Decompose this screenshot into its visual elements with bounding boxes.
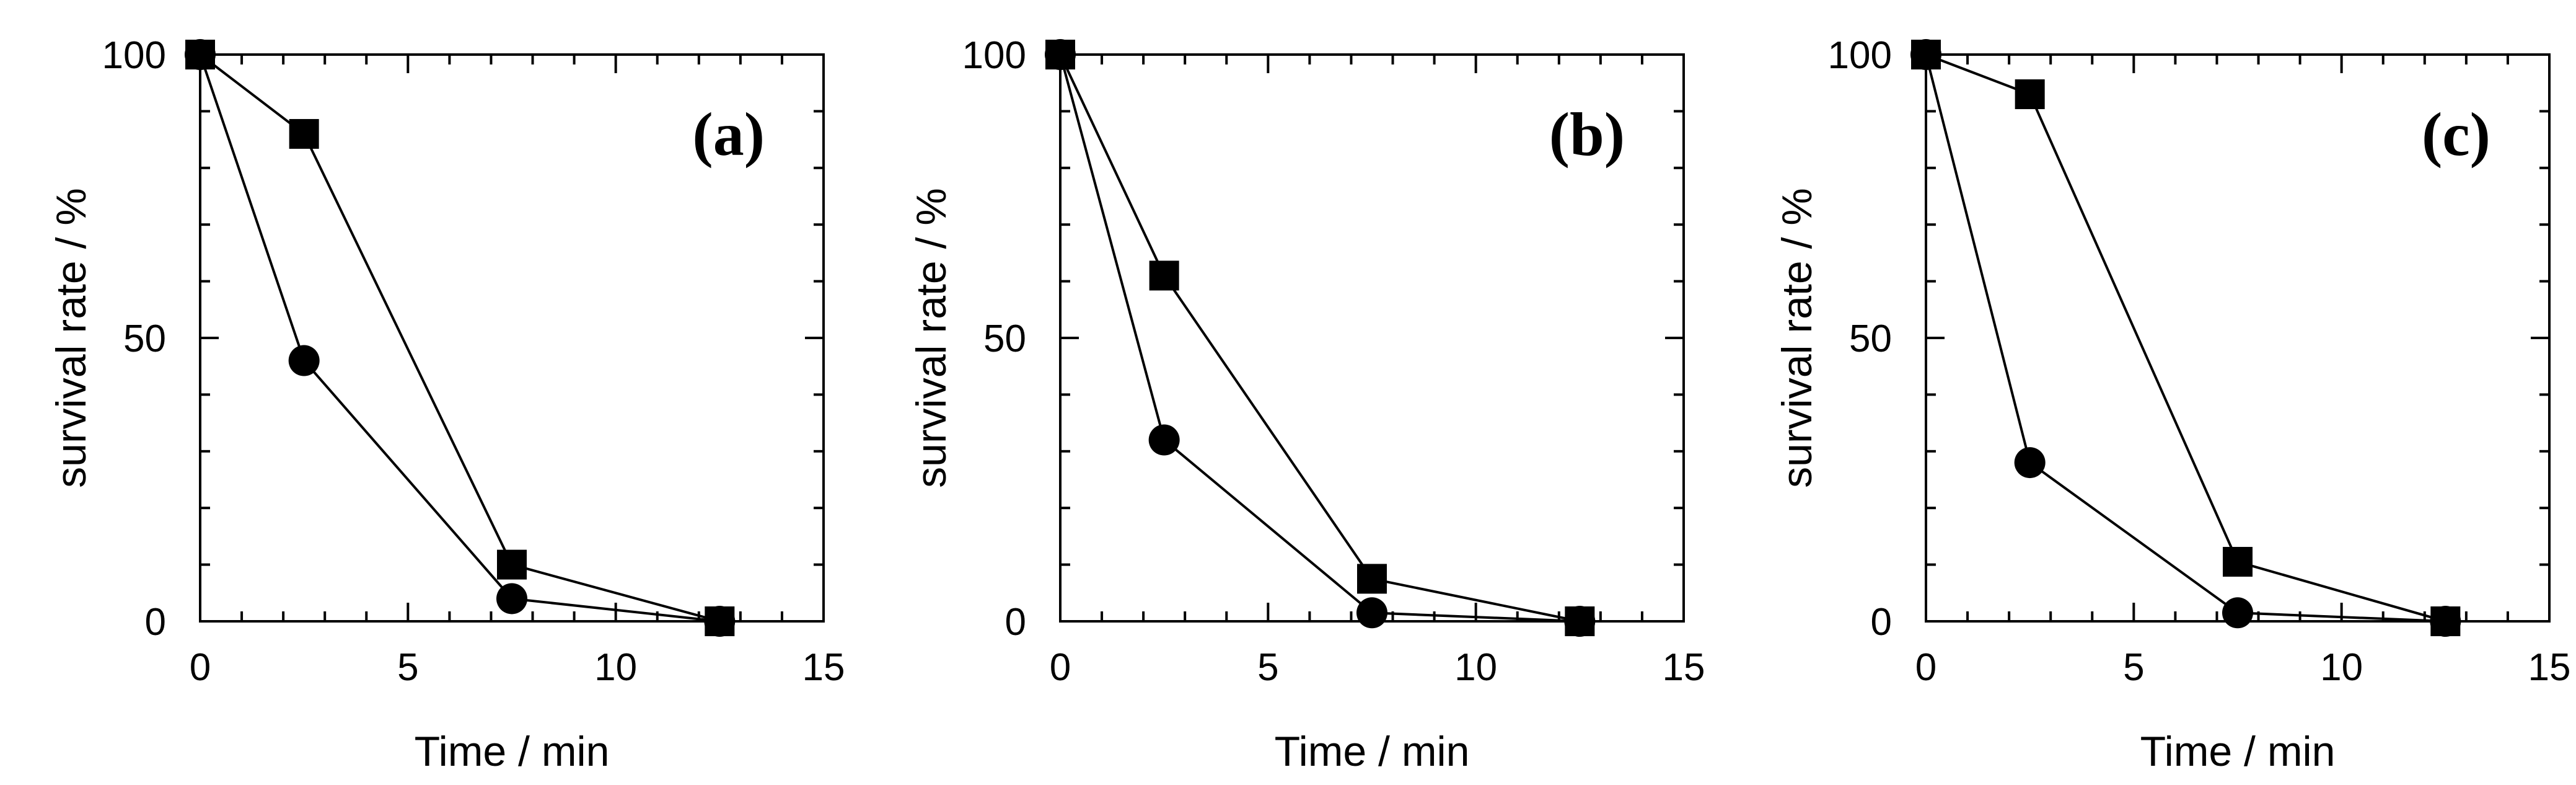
chart-panel-1: 0 5 10 15 0 50 100 Time / min survival rate / % (… — [48, 34, 845, 775]
panel-label: (a) — [692, 100, 765, 169]
data-point-circle — [1148, 424, 1180, 456]
y-tick-label: 100 — [1828, 34, 1892, 77]
data-point-circle — [1910, 39, 1941, 70]
data-point-circle — [2222, 597, 2253, 629]
y-axis-title: survival rate / % — [48, 188, 95, 488]
y-tick-label: 0 — [1005, 601, 1026, 644]
chart-panel-3: 0 5 10 15 0 50 100 Time / min survival rate / % (… — [1774, 34, 2570, 775]
data-point-circle — [496, 583, 527, 614]
series-line-squares — [1059, 54, 1580, 623]
x-tick-label: 15 — [1663, 646, 1705, 689]
x-tick-label: 5 — [397, 646, 418, 689]
series-line-circles — [1059, 54, 1580, 623]
x-tick-label: 15 — [802, 646, 845, 689]
series-line-circles — [199, 54, 720, 623]
data-point-circle — [288, 345, 320, 376]
x-tick-label: 5 — [2123, 646, 2144, 689]
y-axis-title: survival rate / % — [1774, 188, 1821, 488]
y-axis-title: survival rate / % — [908, 188, 955, 488]
y-tick-label: 100 — [962, 34, 1026, 77]
data-point-square — [1357, 564, 1387, 594]
panel-label: (b) — [1549, 100, 1625, 169]
data-point-circle — [2014, 447, 2046, 479]
x-axis-title: Time / min — [1275, 728, 1470, 775]
x-tick-label: 0 — [1050, 646, 1071, 689]
data-point-square — [1149, 260, 1179, 291]
data-point-circle — [2430, 606, 2461, 637]
data-point-circle — [1045, 39, 1076, 70]
data-point-circle — [185, 39, 216, 70]
x-tick-label: 0 — [190, 646, 211, 689]
data-point-square — [497, 549, 527, 580]
x-tick-label: 10 — [1454, 646, 1497, 689]
x-tick-label: 5 — [1257, 646, 1278, 689]
series-line-circles — [1925, 54, 2446, 623]
y-tick-label: 0 — [145, 601, 166, 644]
x-axis-title: Time / min — [415, 728, 610, 775]
x-tick-label: 0 — [1915, 646, 1936, 689]
x-tick-label: 10 — [594, 646, 637, 689]
panel-label: (c) — [2422, 100, 2490, 169]
y-tick-label: 100 — [102, 34, 166, 77]
x-axis-title: Time / min — [2140, 728, 2336, 775]
data-point-square — [289, 118, 319, 149]
data-point-square — [2015, 79, 2045, 109]
data-point-circle — [1564, 606, 1596, 637]
series-line-squares — [1925, 53, 2446, 623]
chart-panel-2: 0 5 10 15 0 50 100 Time / min survival rate / % (… — [908, 34, 1705, 775]
series-line-squares — [199, 53, 720, 623]
y-tick-label: 50 — [1849, 317, 1892, 360]
y-tick-label: 50 — [983, 317, 1026, 360]
x-tick-label: 10 — [2320, 646, 2363, 689]
data-point-square — [2223, 547, 2253, 577]
x-tick-label: 15 — [2528, 646, 2571, 689]
y-tick-label: 50 — [123, 317, 166, 360]
data-point-circle — [1356, 597, 1387, 629]
y-tick-label: 0 — [1871, 601, 1892, 644]
data-point-circle — [704, 606, 736, 637]
